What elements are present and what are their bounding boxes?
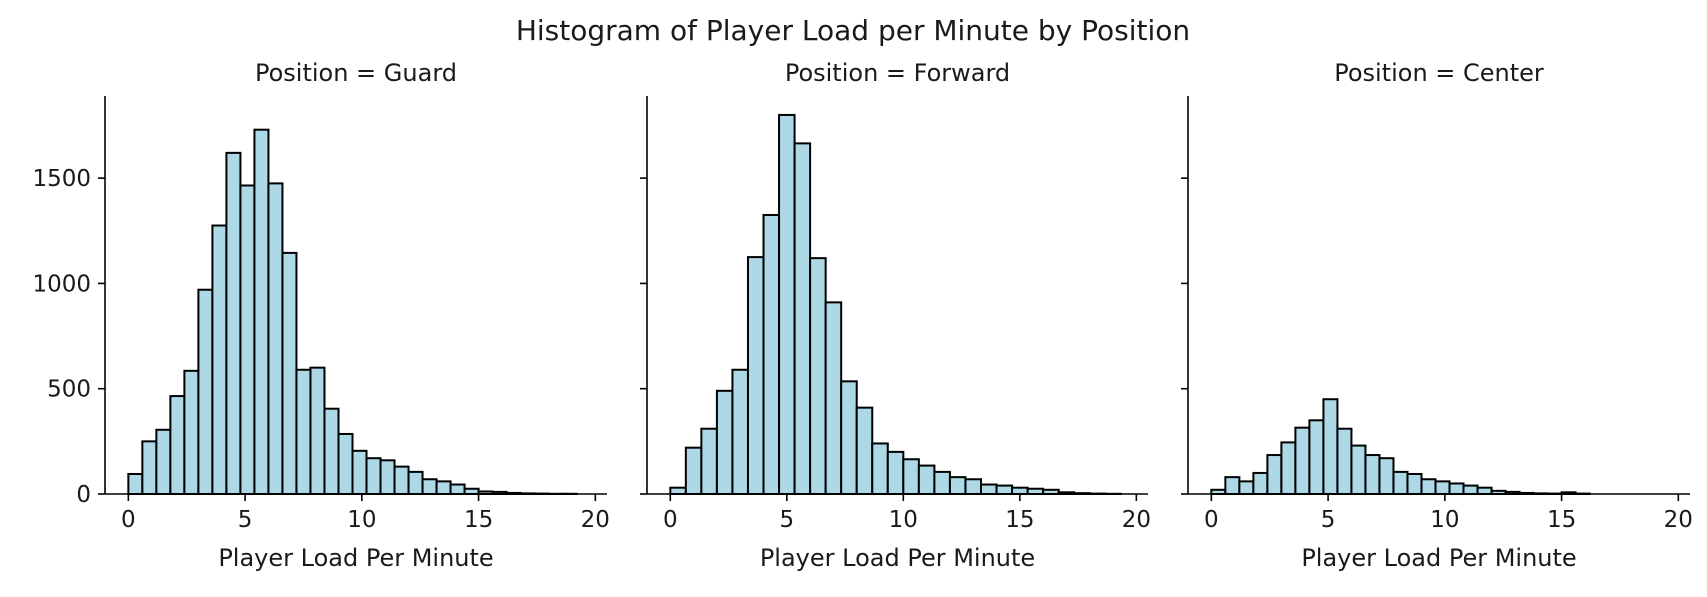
x-axis-label: Player Load Per Minute xyxy=(760,544,1035,572)
histogram-bar xyxy=(367,458,381,494)
histogram-bar xyxy=(1281,442,1295,494)
panel-title-guard: Position = Guard xyxy=(255,59,457,87)
histogram-bar xyxy=(324,409,338,494)
histogram-bar xyxy=(919,466,935,494)
histogram-bar xyxy=(198,290,212,494)
panel-center: Position = Center 0 5 10 15 20 Player Load Per… xyxy=(1181,59,1693,572)
histogram-bar xyxy=(701,429,717,494)
histogram-bar xyxy=(1337,429,1351,494)
histogram-bar xyxy=(810,258,826,494)
histogram-bar xyxy=(1450,483,1464,494)
histogram-bar xyxy=(686,448,702,494)
x-tick-label: 10 xyxy=(347,507,376,533)
y-tick-label: 1000 xyxy=(32,271,91,297)
histogram-bar xyxy=(965,479,981,494)
x-tick-label: 5 xyxy=(779,507,794,533)
histogram-bar xyxy=(1407,474,1421,494)
histogram-bar xyxy=(1351,446,1365,494)
histogram-bar xyxy=(296,370,310,494)
histogram-bar xyxy=(170,396,184,494)
x-tick-label: 10 xyxy=(1430,507,1459,533)
histogram-bar xyxy=(826,302,842,494)
histogram-bar xyxy=(423,479,437,494)
histogram-bar xyxy=(670,488,686,494)
histogram-bar xyxy=(1464,486,1478,494)
histogram-bar xyxy=(338,434,352,494)
x-tick-label: 5 xyxy=(238,507,253,533)
histogram-bar xyxy=(1012,488,1028,494)
x-axis-label: Player Load Per Minute xyxy=(218,544,493,572)
histogram-bar xyxy=(142,441,156,494)
histogram-bar xyxy=(717,391,733,494)
histogram-bar xyxy=(1309,420,1323,494)
figure-title: Histogram of Player Load per Minute by P… xyxy=(516,14,1190,47)
histogram-bar xyxy=(352,451,366,494)
histogram-bar xyxy=(1393,472,1407,494)
histogram-bar xyxy=(888,452,904,494)
x-tick-label: 0 xyxy=(663,507,678,533)
x-tick-label: 0 xyxy=(121,507,136,533)
y-tick-label: 0 xyxy=(76,482,91,508)
histogram-bar xyxy=(795,143,811,494)
histogram-bar xyxy=(268,183,282,494)
histogram-bar xyxy=(841,381,857,494)
histogram-bar xyxy=(310,368,324,494)
histogram-bar xyxy=(1365,455,1379,494)
histogram-bar xyxy=(395,467,409,494)
x-tick-label: 10 xyxy=(889,507,918,533)
y-tick-label: 500 xyxy=(47,377,91,403)
x-axis-label: Player Load Per Minute xyxy=(1301,544,1576,572)
x-tick-label: 15 xyxy=(464,507,493,533)
histogram-bar xyxy=(1478,488,1492,494)
histogram-bar xyxy=(156,430,170,494)
x-tick-label: 20 xyxy=(1664,507,1693,533)
histogram-bar xyxy=(748,257,764,494)
histogram-bar xyxy=(872,443,888,494)
histogram-bar xyxy=(128,474,142,494)
x-tick-label: 15 xyxy=(1547,507,1576,533)
histogram-bar xyxy=(934,472,950,494)
histogram-bar xyxy=(1253,473,1267,494)
histogram-bar xyxy=(1435,481,1449,494)
histogram-bar xyxy=(764,215,780,494)
histogram-bar xyxy=(981,485,997,494)
x-tick-label: 5 xyxy=(1321,507,1336,533)
histogram-bar xyxy=(437,481,451,494)
histogram-bar xyxy=(997,486,1013,494)
x-tick-label: 0 xyxy=(1204,507,1219,533)
panel-guard: Position = Guard 0 5 10 15 20 0 500 1000 1500 Play… xyxy=(32,59,610,572)
histogram-bar xyxy=(409,472,423,494)
x-tick-label: 20 xyxy=(1122,507,1151,533)
panel-title-forward: Position = Forward xyxy=(785,59,1010,87)
histogram-bar xyxy=(240,185,254,494)
histogram-bar xyxy=(282,253,296,494)
x-tick-label: 20 xyxy=(581,507,610,533)
histogram-bar xyxy=(732,370,748,494)
histogram-bar xyxy=(1225,477,1239,494)
histogram-bar xyxy=(1379,458,1393,494)
histogram-bar xyxy=(1323,399,1337,494)
histogram-bar xyxy=(184,371,198,494)
histogram-bar xyxy=(1239,481,1253,494)
panel-forward: Position = Forward 0 5 10 15 20 Player Load Pe… xyxy=(640,59,1151,572)
histogram-bar xyxy=(212,226,226,494)
x-tick-label: 15 xyxy=(1005,507,1034,533)
panel-title-center: Position = Center xyxy=(1334,59,1544,87)
histogram-bar xyxy=(381,460,395,494)
histogram-bar xyxy=(451,485,465,494)
histogram-bar xyxy=(779,115,795,494)
histogram-bar xyxy=(857,408,873,494)
histogram-bar xyxy=(1267,455,1281,494)
y-tick-label: 1500 xyxy=(32,166,91,192)
histogram-bar xyxy=(903,459,919,494)
histogram-bar xyxy=(226,153,240,494)
histogram-bar xyxy=(1421,479,1435,494)
histogram-bar xyxy=(950,477,966,494)
histogram-bar xyxy=(254,130,268,494)
histogram-bar xyxy=(1295,428,1309,494)
